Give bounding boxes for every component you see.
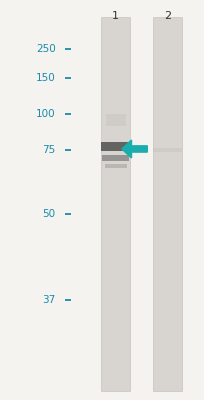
Text: 37: 37 — [42, 295, 55, 305]
Bar — [104, 164, 126, 168]
Text: 150: 150 — [36, 74, 55, 84]
Text: 1: 1 — [112, 11, 119, 21]
Text: 75: 75 — [42, 145, 55, 155]
FancyArrow shape — [121, 140, 147, 158]
Text: 2: 2 — [163, 11, 170, 21]
Text: 100: 100 — [36, 109, 55, 119]
Bar — [102, 155, 128, 161]
Bar — [101, 17, 129, 391]
Bar — [153, 148, 181, 152]
Text: 50: 50 — [42, 209, 55, 219]
Text: 250: 250 — [36, 44, 55, 54]
Bar — [101, 142, 129, 150]
Bar — [105, 114, 125, 126]
Bar — [153, 17, 181, 391]
